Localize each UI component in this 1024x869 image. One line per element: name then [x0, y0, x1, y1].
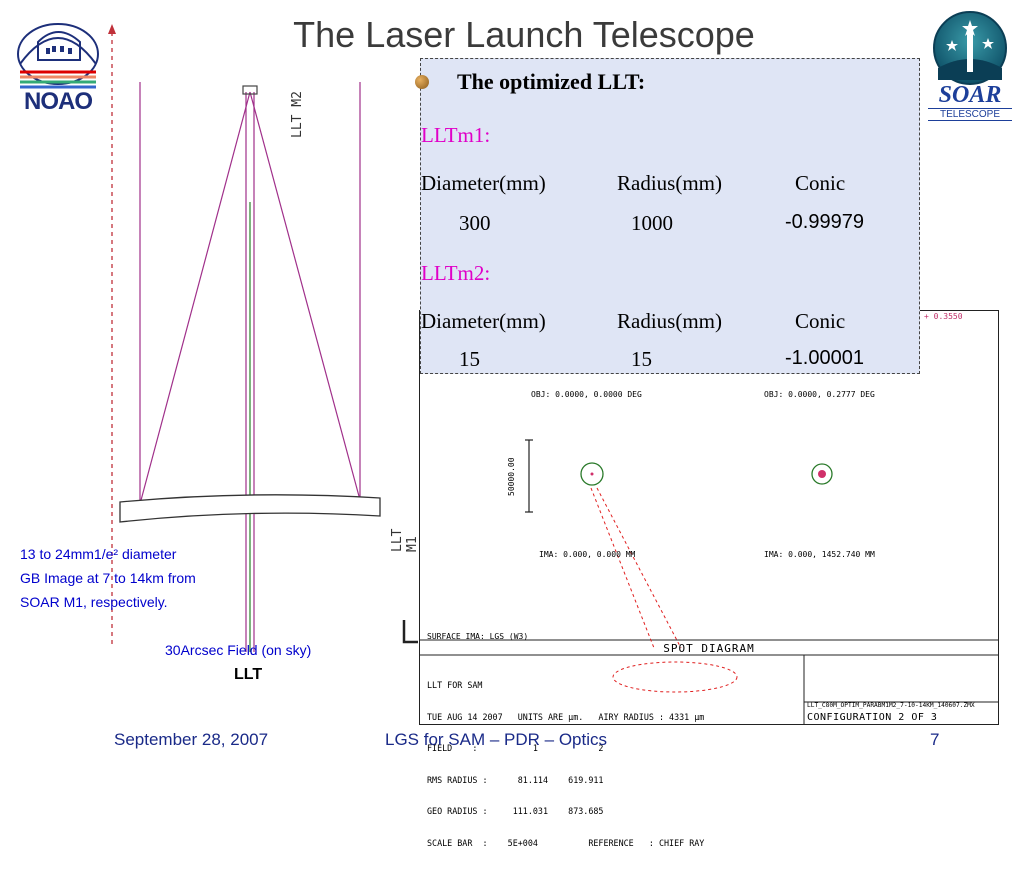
soar-logo-icon: SOAR TELESCOPE — [928, 10, 1012, 121]
info-line: RMS RADIUS : 81.114 619.911 — [427, 774, 604, 785]
spot-field-1 — [580, 462, 604, 486]
info-line: SCALE BAR : 5E+004 REFERENCE : CHIEF RAY — [427, 837, 705, 848]
field-label: 30Arcsec Field (on sky) — [165, 642, 312, 658]
m2-mirror — [242, 85, 258, 95]
configuration: CONFIGURATION 2 OF 3 — [807, 712, 938, 723]
m1-label: LLTm1: — [421, 123, 491, 147]
header-diameter-2: Diameter(mm) — [421, 309, 546, 333]
header-radius: Radius(mm) — [617, 171, 722, 195]
footer-date: September 28, 2007 — [114, 730, 269, 749]
noao-logo-icon: NOAO — [8, 12, 108, 116]
llt-label: LLT — [234, 666, 263, 683]
info-line: LLT FOR SAM — [427, 680, 483, 690]
file-name: LLT_C80M_OPTIM_PARABM1M2_7-10-14KM_14060… — [807, 702, 975, 709]
label-llt-m2: LLT M2 — [290, 91, 305, 138]
header-diameter: Diameter(mm) — [421, 171, 546, 195]
soar-logo-text: SOAR — [938, 82, 1002, 108]
page-number: 7 — [930, 730, 940, 749]
spot-diagram-title: SPOT DIAGRAM — [663, 642, 755, 655]
axis-arrow-icon — [108, 24, 116, 34]
m1-diameter: 300 — [459, 211, 491, 235]
box-heading: The optimized LLT: — [457, 69, 646, 94]
noao-logo-text: NOAO — [24, 88, 93, 115]
m2-diameter: 15 — [459, 347, 480, 371]
slide-title: The Laser Launch Telescope — [293, 14, 755, 55]
spot-info: LLT FOR SAM TUE AUG 14 2007 UNITS ARE µm… — [427, 659, 704, 869]
spot-diagram-panel: + 0.3550 OBJ: 0.0000, 0.0000 DEG OBJ: 0.… — [419, 310, 999, 848]
m1-mirror — [119, 494, 381, 523]
scale-bar-label: 50000.00 — [507, 457, 516, 496]
m1-radius: 1000 — [631, 211, 673, 235]
header-conic: Conic — [795, 171, 846, 195]
info-line: TUE AUG 14 2007 UNITS ARE µm. AIRY RADIU… — [427, 711, 705, 722]
surface-label: SURFACE IMA: LGS (W3) — [427, 632, 529, 641]
beam-caption: 13 to 24mm1/e² diameter GB Image at 7 to… — [20, 542, 196, 614]
ima-right: IMA: 0.000, 1452.740 MM — [764, 550, 875, 559]
m1-conic: -0.99979 — [785, 211, 864, 233]
airy-radius-highlight — [612, 661, 738, 693]
header-radius-2: Radius(mm) — [617, 309, 722, 333]
m2-conic: -1.00001 — [785, 347, 864, 369]
top-value: + 0.3550 — [924, 312, 963, 321]
label-llt-m1: LLT M1 — [390, 528, 420, 552]
footer-title: LGS for SAM – PDR – Optics — [385, 730, 608, 749]
bullet-icon — [415, 75, 429, 89]
caption-line: SOAR M1, respectively. — [20, 594, 168, 610]
header-conic-2: Conic — [795, 309, 846, 333]
optimized-llt-box: The optimized LLT: LLTm1: Diameter(mm) R… — [415, 58, 920, 374]
caption-line: 13 to 24mm1/e² diameter — [20, 546, 177, 562]
ima-left: IMA: 0.000, 0.000 MM — [539, 550, 636, 559]
m2-radius: 15 — [631, 347, 652, 371]
obj-right: OBJ: 0.0000, 0.2777 DEG — [764, 390, 875, 399]
info-line: FIELD : 1 2 — [427, 743, 604, 753]
caption-line: GB Image at 7 to 14km from — [20, 570, 196, 586]
soar-logo-subtext: TELESCOPE — [928, 108, 1012, 121]
info-line: GEO RADIUS : 111.031 873.685 — [427, 806, 604, 816]
obj-left: OBJ: 0.0000, 0.0000 DEG — [531, 390, 642, 399]
llt-optical-diagram: LLT M2 LLT M1 — [100, 22, 420, 652]
spot-field-2 — [811, 463, 833, 485]
m2-label: LLTm2: — [421, 261, 491, 285]
